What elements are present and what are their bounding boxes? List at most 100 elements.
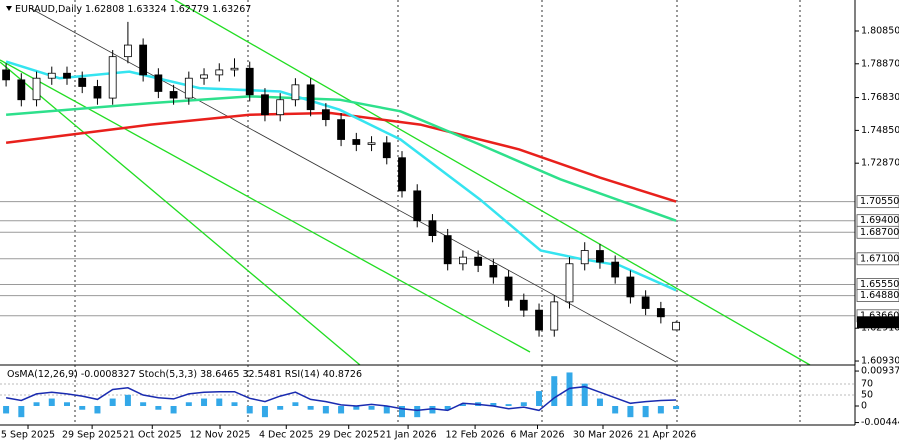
candle-body — [398, 157, 406, 192]
x-tick-label: 4 Dec 2025 — [259, 430, 314, 441]
candle-body — [413, 190, 422, 222]
candle-body — [78, 77, 87, 87]
level-label: 1.70550 — [860, 196, 899, 207]
osma-bar — [612, 405, 619, 414]
x-tick-label: 12 Feb 2026 — [446, 430, 505, 441]
x-tick-label: 21 Apr 2026 — [638, 430, 697, 441]
osma-tick-label: -0.004445 — [861, 417, 899, 428]
candle-body — [367, 142, 376, 145]
candle-body — [2, 69, 10, 81]
chart-header: EURAUD,Daily 1.62808 1.63324 1.62779 1.6… — [15, 4, 251, 15]
open-value: 1.62808 — [85, 4, 124, 15]
osma-bar — [79, 405, 86, 410]
candle-body — [596, 250, 604, 263]
close-value: 1.63267 — [212, 4, 251, 15]
chart-title: EURAUD,Daily — [15, 4, 82, 15]
osma-bar — [33, 402, 40, 406]
osma-bar — [520, 402, 527, 406]
level-label: 1.67100 — [860, 253, 899, 264]
osma-bar — [277, 405, 284, 410]
osma-bar — [170, 405, 177, 414]
osma-bar — [627, 405, 634, 418]
osma-bar — [322, 405, 329, 414]
collapse-arrow[interactable] — [6, 6, 12, 11]
x-tick-label: 29 Dec 2025 — [318, 430, 379, 441]
candle-body — [32, 77, 41, 101]
level-label: 1.63660 — [860, 310, 899, 321]
candle-body — [291, 84, 300, 101]
level-label: 1.65550 — [860, 279, 899, 290]
candle-body — [489, 265, 498, 278]
candle-body — [352, 139, 361, 145]
x-tick-label: 21 Oct 2025 — [123, 430, 182, 441]
candle-body — [519, 299, 528, 311]
osma-bar — [307, 405, 314, 410]
osma-bar — [201, 398, 208, 406]
candle-body — [47, 72, 56, 79]
y-tick-label: 1.78870 — [861, 58, 899, 69]
candle-body — [459, 256, 467, 265]
candle-body — [504, 276, 513, 301]
osma-bar — [398, 405, 405, 418]
osma-bar — [109, 398, 116, 406]
candle-body — [535, 309, 543, 331]
osma-bar — [3, 405, 10, 414]
osma-bar — [338, 405, 345, 414]
candle-body — [276, 99, 285, 116]
candle-body — [230, 67, 239, 71]
moving-average — [5, 111, 677, 203]
candle-body — [261, 94, 269, 116]
high-value: 1.63324 — [127, 4, 166, 15]
osma-bar — [48, 398, 55, 406]
level-label-box — [856, 252, 899, 266]
osma-bar — [459, 404, 466, 406]
level-label: 1.68700 — [860, 227, 899, 238]
under-layer — [0, 201, 855, 317]
stoch-main: 38.6465 — [200, 369, 239, 380]
osma-bar — [596, 398, 603, 406]
osma-bar — [642, 405, 649, 418]
candle-body — [184, 77, 193, 99]
level-label-box — [856, 195, 899, 209]
osma-bar — [94, 405, 101, 414]
candle-body — [245, 67, 254, 96]
osma-bar — [414, 405, 421, 418]
osma-tick-label: 0 — [861, 400, 867, 411]
osma-bar — [185, 402, 192, 406]
y-tick-label: 1.72870 — [861, 158, 899, 169]
osma-bar — [536, 391, 543, 406]
candle-body — [672, 321, 680, 331]
price-layer — [2, 21, 680, 337]
candle-body — [626, 276, 635, 298]
osma-bar — [383, 405, 390, 414]
candle-body — [306, 84, 315, 111]
candle-body — [108, 56, 117, 99]
osma-bar — [292, 402, 299, 406]
candle-body — [443, 235, 452, 265]
osma-label: OsMA(12,26,9) — [7, 369, 78, 380]
osma-bar — [246, 405, 253, 414]
moving-average — [6, 95, 677, 222]
osma-bar — [429, 405, 436, 414]
osma-bar — [490, 403, 497, 406]
candle-body — [580, 250, 589, 265]
osma-bar — [261, 405, 268, 418]
candle-body — [382, 142, 391, 159]
candle-body — [215, 69, 224, 76]
level-label-box — [856, 225, 899, 239]
y-tick-label: 1.80850 — [861, 25, 899, 36]
rsi-label: RSI(14) — [285, 369, 320, 380]
x-tick-label: 21 Jan 2026 — [380, 430, 437, 441]
candle-body — [63, 72, 71, 79]
osma-bar — [368, 405, 375, 410]
osma-bar — [673, 405, 680, 410]
x-tick-label: 12 Nov 2025 — [190, 430, 251, 441]
osma-bar — [124, 394, 131, 406]
stoch-signal: 32.5481 — [242, 369, 281, 380]
osma-value: -0.0008327 — [81, 369, 136, 380]
candle-body — [321, 109, 330, 121]
osma-bar — [18, 405, 25, 418]
current-price-box — [857, 316, 899, 329]
level-label: 1.64880 — [860, 290, 899, 301]
